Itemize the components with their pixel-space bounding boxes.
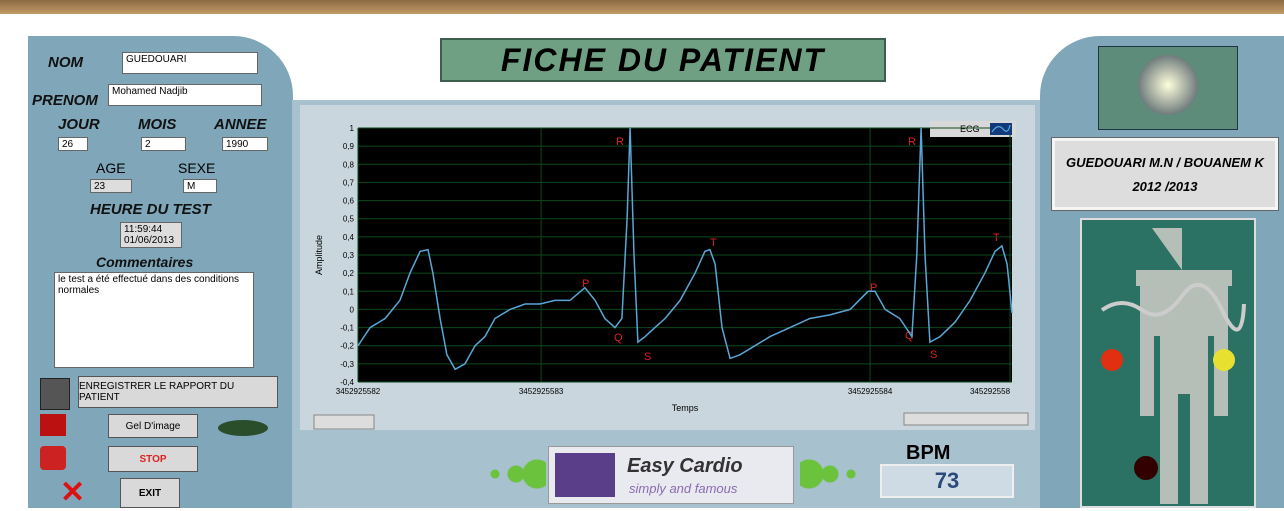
silhouette: [1136, 228, 1232, 504]
annotation: R: [616, 136, 624, 148]
brand-logo: [555, 453, 615, 497]
y-tick-label: -0,4: [340, 378, 354, 387]
number-field[interactable]: 1990: [222, 137, 268, 151]
brand-slogan: simply and famous: [629, 481, 738, 496]
university-logo: [1098, 46, 1238, 130]
label: Commentaires: [96, 254, 194, 270]
number-field[interactable]: 26: [58, 137, 88, 151]
label: AGE: [96, 160, 126, 176]
graph-palette[interactable]: [313, 414, 375, 430]
annotation: Q: [905, 330, 914, 342]
time: 11:59:44: [124, 224, 163, 235]
page-title: FICHE DU PATIENT: [440, 38, 886, 82]
electrode: [1213, 349, 1235, 371]
annotation: R: [908, 136, 916, 148]
text-field[interactable]: Mohamed Nadjib: [108, 84, 262, 106]
y-tick-label: 0,2: [343, 269, 355, 278]
legend-line: [991, 124, 1011, 133]
x-tick-label: 3452925582: [336, 387, 381, 396]
time-field: 11:59:44 01/06/2013: [120, 222, 182, 248]
y-tick-label: 1: [350, 124, 355, 133]
label: NOM: [48, 54, 83, 71]
bpm-label: BPM: [906, 442, 951, 464]
y-tick-label: -0,2: [340, 342, 354, 351]
legend-label: ECG: [960, 124, 980, 134]
ecg-line: [357, 127, 1013, 371]
y-tick-label: 0,1: [343, 287, 355, 296]
annotation: S: [930, 349, 937, 361]
y-tick-label: 0,7: [343, 178, 355, 187]
text-area[interactable]: le test a été effectué dans des conditio…: [54, 272, 254, 368]
legend-swatch: [990, 123, 1012, 135]
ecg-chart: ECG Amplitude Temps R R P P Q Q S S T T …: [300, 105, 1035, 430]
credits-box: GUEDOUARI M.N / BOUANEM K 2012 /2013: [1052, 138, 1278, 210]
y-axis-label: Amplitude: [314, 235, 324, 275]
text-field: M: [183, 179, 217, 193]
logo-emblem: [1138, 55, 1198, 115]
brand-name: Easy Cardio: [627, 455, 743, 477]
ecg-wire: [1100, 282, 1246, 332]
label: PRENOM: [32, 92, 98, 109]
body-panel: [1080, 218, 1256, 508]
annotation: P: [870, 282, 877, 294]
y-tick-label: 0,6: [343, 197, 355, 206]
y-tick-label: 0,9: [343, 142, 355, 151]
save-button[interactable]: ENREGISTRER LE RAPPORT DU PATIENT: [78, 376, 278, 408]
label: ANNEE: [214, 116, 267, 133]
annotation: T: [993, 232, 1000, 244]
electrode: [1134, 456, 1158, 480]
stop-button[interactable]: STOP: [108, 446, 198, 472]
brand-box: Easy Cardio simply and famous: [548, 446, 794, 504]
photo-strip: [0, 0, 1284, 14]
signal-dots: [800, 452, 860, 496]
x-axis-label: Temps: [672, 403, 699, 413]
save-icon[interactable]: [40, 378, 70, 410]
y-tick-label: -0,3: [340, 360, 354, 369]
annotation: S: [644, 351, 651, 363]
body-figure: [1100, 228, 1246, 504]
scrollbar[interactable]: [903, 412, 1029, 426]
annotation: Q: [614, 332, 623, 344]
text-field[interactable]: GUEDOUARI: [122, 52, 258, 74]
y-tick-label: -0,1: [340, 324, 354, 333]
pause-button[interactable]: [40, 414, 66, 436]
y-tick-label: 0,4: [343, 233, 355, 242]
date: 01/06/2013: [124, 235, 175, 246]
exit-button[interactable]: EXIT: [120, 478, 180, 508]
signal-dots: [486, 452, 546, 496]
annotation: P: [582, 278, 589, 290]
y-tick-label: 0,3: [343, 251, 355, 260]
x-tick-label: 3452925583: [519, 387, 564, 396]
label: MOIS: [138, 116, 177, 133]
electrode: [1101, 349, 1123, 371]
number-field[interactable]: 2: [141, 137, 186, 151]
label: JOUR: [58, 116, 100, 133]
bpm-value: 73: [880, 464, 1014, 498]
label: SEXE: [178, 160, 216, 176]
freeze-button[interactable]: Gel D'image: [108, 414, 198, 438]
power-button[interactable]: [40, 446, 66, 470]
authors: GUEDOUARI M.N / BOUANEM K: [1066, 155, 1264, 170]
annotation: T: [710, 237, 717, 249]
close-icon[interactable]: ✕: [60, 476, 86, 509]
y-tick-label: 0,8: [343, 160, 355, 169]
y-tick-label: 0: [350, 305, 355, 314]
y-tick-label: 0,5: [343, 215, 355, 224]
label: HEURE DU TEST: [90, 201, 211, 218]
year: 2012 /2013: [1132, 179, 1198, 194]
text-field: 23: [90, 179, 132, 193]
x-tick-label: 3452925584: [848, 387, 893, 396]
x-tick-label: 345292558: [970, 387, 1011, 396]
led: [218, 420, 268, 436]
